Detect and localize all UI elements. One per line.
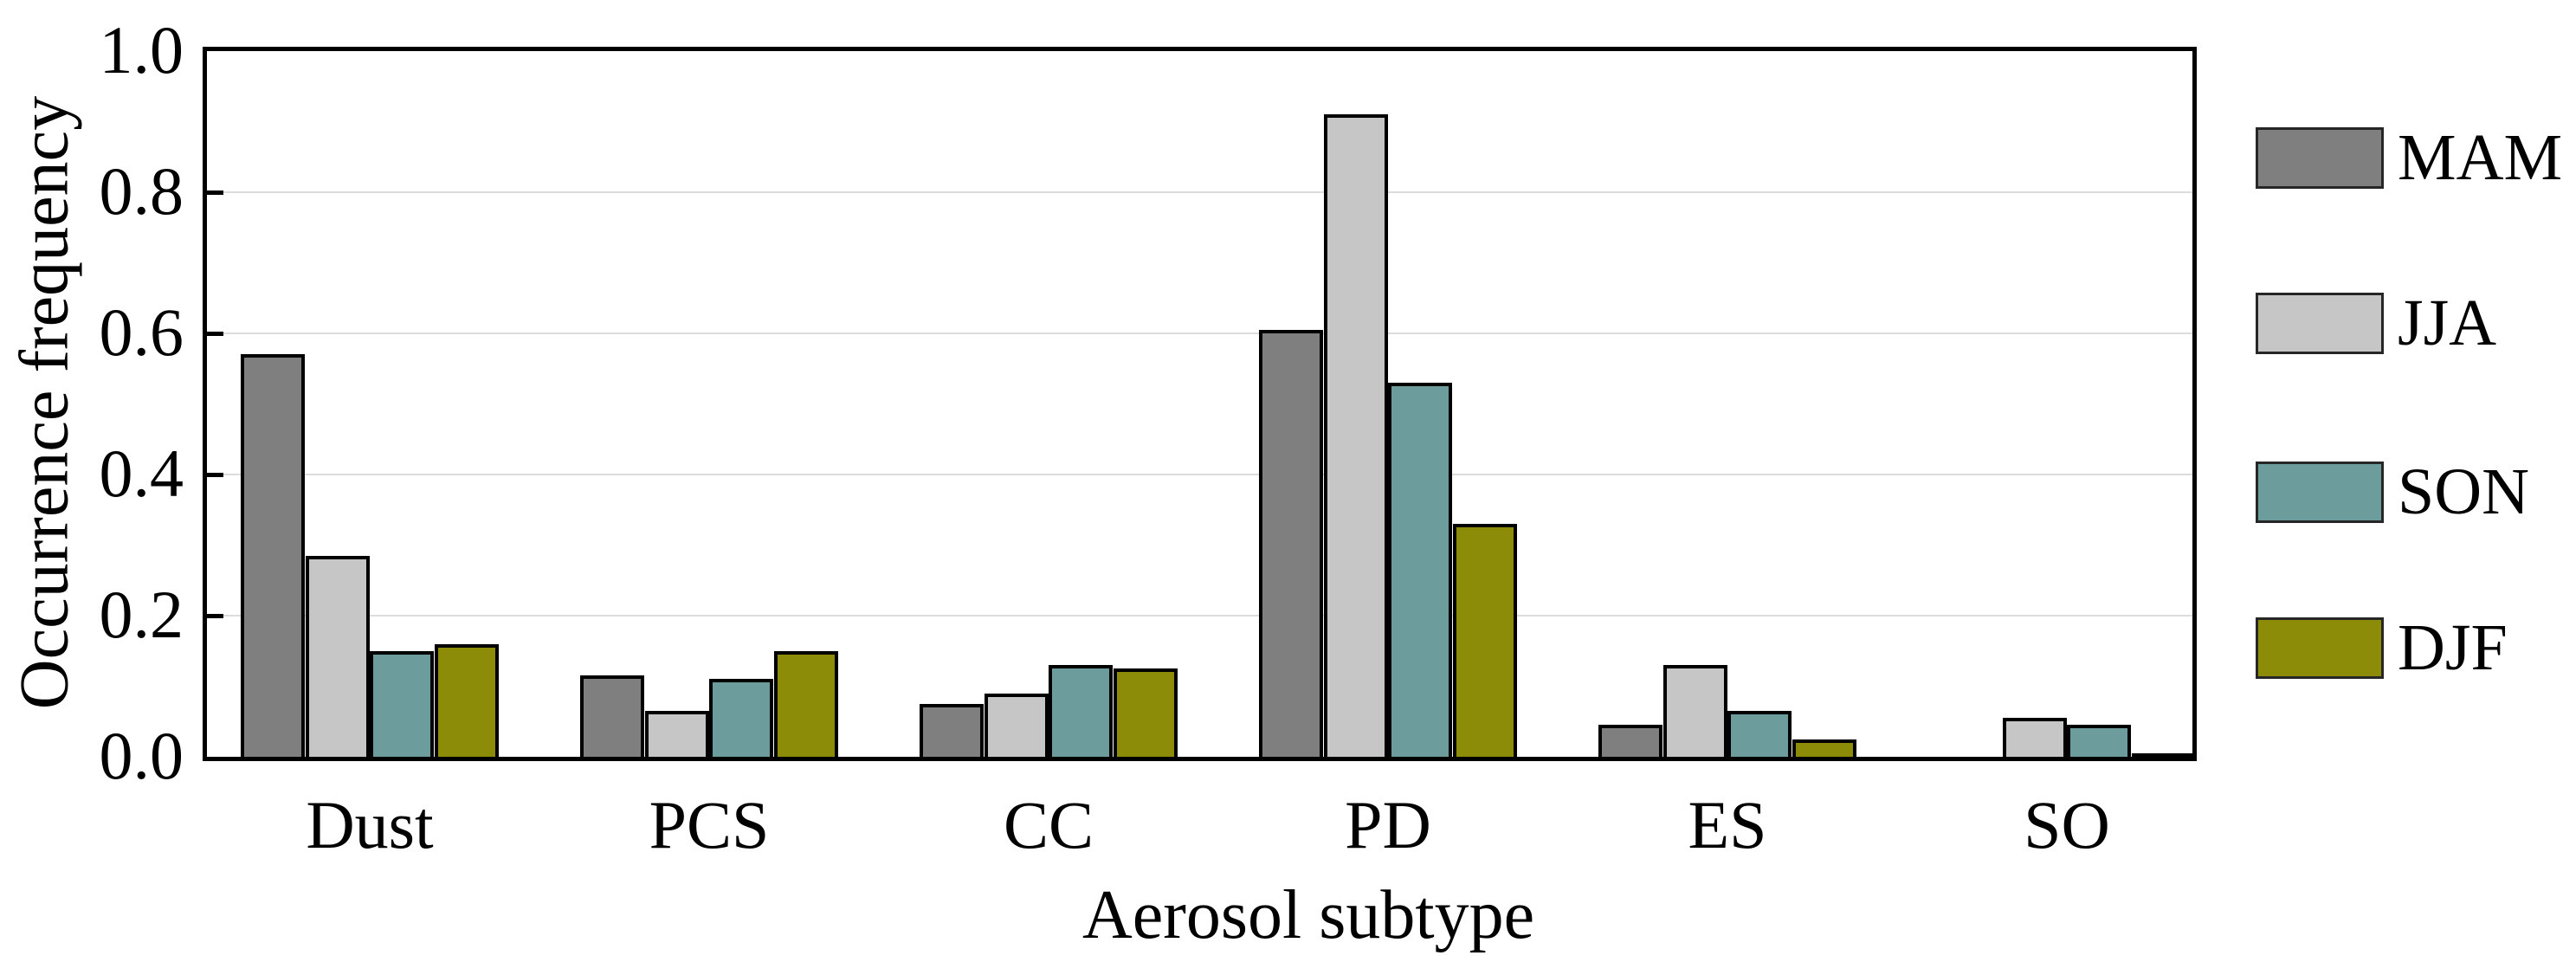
y-tick-mark (203, 190, 223, 195)
gridline (207, 191, 2192, 193)
y-tick-label: 0.2 (99, 577, 184, 652)
bar-son-so (2067, 725, 2131, 757)
bar-mam-pd (1259, 330, 1323, 757)
bar-mam-es (1598, 725, 1662, 757)
y-tick-label: 0.0 (99, 718, 184, 793)
bar-djf-cc (1114, 668, 1178, 757)
bar-jja-pcs (645, 711, 709, 757)
bar-jja-cc (985, 694, 1049, 757)
x-tick-label-so: SO (2024, 787, 2110, 862)
y-tick-label: 0.4 (99, 436, 184, 511)
gridline (207, 333, 2192, 334)
bar-son-dust (370, 651, 434, 757)
legend-label-son: SON (2398, 455, 2530, 528)
legend-swatch-jja (2256, 293, 2384, 354)
y-tick-label: 0.6 (99, 294, 184, 370)
y-tick-mark (203, 473, 223, 477)
x-tick-label-pcs: PCS (649, 787, 770, 862)
bar-mam-pcs (580, 675, 644, 757)
bar-djf-pcs (774, 651, 838, 757)
legend-swatch-djf (2256, 617, 2384, 679)
legend-swatch-son (2256, 462, 2384, 523)
x-tick-label-cc: CC (1003, 787, 1094, 862)
bar-mam-cc (920, 704, 984, 757)
x-tick-label-pd: PD (1345, 787, 1431, 862)
bar-mam-dust (241, 354, 305, 757)
legend-label-djf: DJF (2398, 611, 2508, 684)
legend-swatch-mam (2256, 127, 2384, 189)
bar-son-cc (1049, 665, 1113, 757)
y-tick-label: 0.8 (99, 153, 184, 229)
legend-item-son: SON (2256, 459, 2529, 526)
y-tick-label: 1.0 (99, 12, 184, 87)
gridline (207, 474, 2192, 475)
bar-djf-pd (1453, 524, 1517, 757)
bar-jja-so (2003, 718, 2067, 757)
bar-jja-es (1663, 665, 1727, 757)
bar-jja-pd (1324, 114, 1388, 757)
bar-djf-so (2132, 753, 2196, 757)
y-tick-mark (203, 614, 223, 618)
x-tick-label-es: ES (1688, 787, 1767, 862)
plot-area (203, 47, 2197, 761)
bar-djf-dust (435, 644, 499, 757)
bar-son-pd (1388, 383, 1452, 757)
bar-jja-dust (306, 556, 370, 757)
legend-label-mam: MAM (2398, 121, 2563, 194)
gridline (207, 615, 2192, 617)
legend-item-mam: MAM (2256, 125, 2562, 191)
bar-djf-es (1792, 739, 1856, 757)
bar-son-es (1727, 711, 1792, 757)
legend-item-jja: JJA (2256, 290, 2496, 357)
x-axis-title: Aerosol subtype (1082, 877, 1535, 953)
x-tick-label-dust: Dust (306, 787, 434, 862)
bar-son-pcs (709, 679, 773, 757)
legend-item-djf: DJF (2256, 615, 2508, 681)
legend-label-jja: JJA (2398, 287, 2497, 359)
y-tick-mark (203, 332, 223, 336)
